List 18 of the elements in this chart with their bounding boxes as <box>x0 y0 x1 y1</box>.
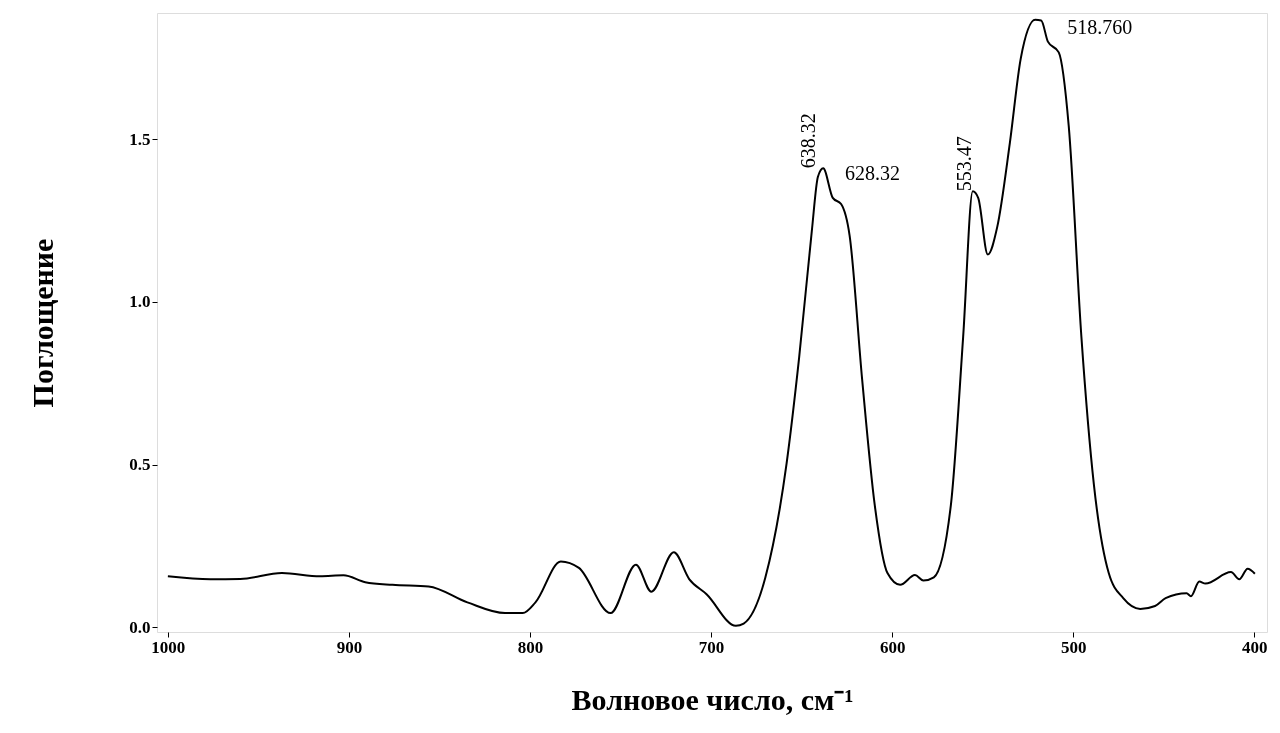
annotation: 638.32 <box>797 113 820 169</box>
x-tick-label: 600 <box>879 637 906 657</box>
y-tick-label: 0.0 <box>129 617 151 637</box>
x-axis-title: Волновое число, см⁻¹ <box>571 682 854 716</box>
y-axis-title: Поглощение <box>26 238 60 408</box>
y-tick-label: 0.5 <box>129 455 151 475</box>
x-tick-label: 400 <box>1242 637 1268 657</box>
x-tick-label: 500 <box>1061 637 1087 657</box>
annotation: 518.760 <box>1067 16 1133 39</box>
y-tick-label: 1.5 <box>129 129 151 149</box>
line-series <box>166 18 1256 627</box>
y-tick-label: 1.0 <box>129 292 151 312</box>
x-tick-label: 1000 <box>151 637 186 657</box>
x-tick-label: 800 <box>517 637 544 657</box>
annotation: 553.47 <box>952 136 975 192</box>
x-tick-label: 700 <box>698 637 725 657</box>
annotation: 628.32 <box>845 162 901 185</box>
x-tick-label: 900 <box>336 637 363 657</box>
